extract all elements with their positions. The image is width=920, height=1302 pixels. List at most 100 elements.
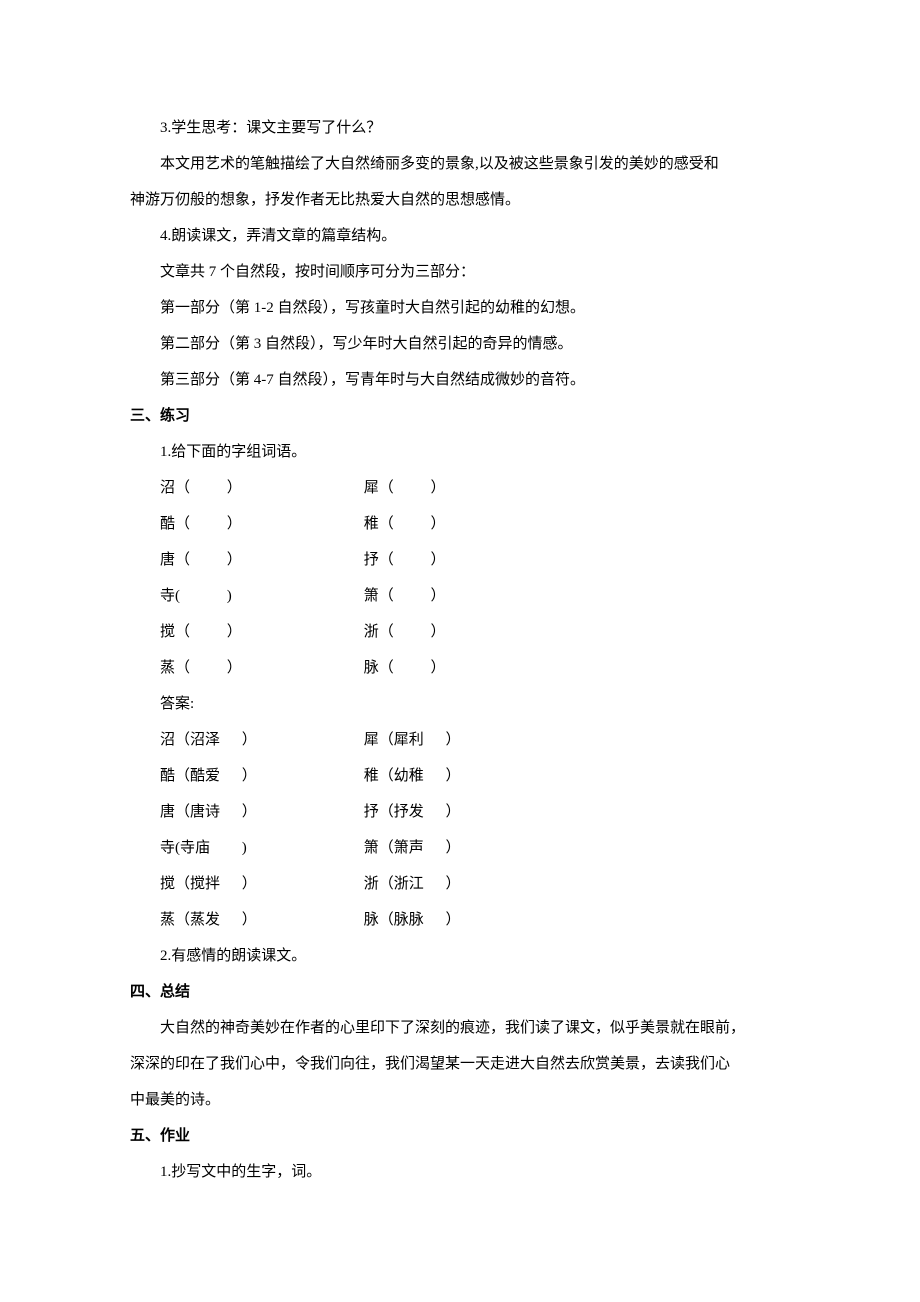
word-pair-cell: 搅（ ） bbox=[160, 614, 360, 650]
word-char: 搅（ bbox=[160, 614, 223, 650]
close-paren: ） bbox=[242, 876, 257, 892]
word-pair-cell: 犀（ ） bbox=[364, 470, 564, 506]
word-pair-cell: 沼（沼泽 ） bbox=[160, 722, 360, 758]
paragraph-line: 中最美的诗。 bbox=[130, 1082, 790, 1118]
close-paren: ) bbox=[227, 588, 232, 604]
word-answer: 唐（唐诗 bbox=[160, 794, 238, 830]
word-answer: 脉（脉脉 bbox=[364, 902, 442, 938]
close-paren: ） bbox=[431, 552, 446, 568]
word-pair-cell: 稚（ ） bbox=[364, 506, 564, 542]
close-paren: ） bbox=[431, 588, 446, 604]
paragraph-line: 第三部分（第 4-7 自然段），写青年时与大自然结成微妙的音符。 bbox=[130, 362, 790, 398]
close-paren: ） bbox=[431, 480, 446, 496]
word-pair-row: 蒸（ ） 脉（ ） bbox=[130, 650, 790, 686]
word-pair-cell: 脉（脉脉 ） bbox=[364, 902, 564, 938]
close-paren: ） bbox=[431, 516, 446, 532]
word-char: 酷（ bbox=[160, 506, 223, 542]
paragraph-line: 大自然的神奇美妙在作者的心里印下了深刻的痕迹，我们读了课文，似乎美景就在眼前， bbox=[130, 1010, 790, 1046]
word-pair-row: 酷（酷爱 ） 稚（幼稚 ） bbox=[130, 758, 790, 794]
word-pair-cell: 寺( ) bbox=[160, 578, 360, 614]
word-pair-cell: 脉（ ） bbox=[364, 650, 564, 686]
word-char: 稚（ bbox=[364, 506, 427, 542]
word-pair-cell: 犀（犀利 ） bbox=[364, 722, 564, 758]
paragraph-line: 1.抄写文中的生字，词。 bbox=[130, 1154, 790, 1190]
paragraph-line: 神游万仞般的想象，抒发作者无比热爱大自然的思想感情。 bbox=[130, 182, 790, 218]
word-pair-row: 搅（搅拌 ） 浙（浙江 ） bbox=[130, 866, 790, 902]
section-heading-exercises: 三、练习 bbox=[130, 398, 790, 434]
close-paren: ） bbox=[227, 552, 242, 568]
word-pair-row: 沼（ ） 犀（ ） bbox=[130, 470, 790, 506]
close-paren: ） bbox=[431, 660, 446, 676]
word-pair-row: 唐（ ） 抒（ ） bbox=[130, 542, 790, 578]
word-answer: 稚（幼稚 bbox=[364, 758, 442, 794]
word-pair-cell: 沼（ ） bbox=[160, 470, 360, 506]
page-body: 3.学生思考：课文主要写了什么？ 本文用艺术的笔触描绘了大自然绮丽多变的景象,以… bbox=[0, 0, 920, 1230]
word-pair-row: 寺( ) 箫（ ） bbox=[130, 578, 790, 614]
close-paren: ） bbox=[242, 804, 257, 820]
word-answer: 沼（沼泽 bbox=[160, 722, 238, 758]
word-pair-cell: 浙（浙江 ） bbox=[364, 866, 564, 902]
close-paren: ） bbox=[446, 876, 461, 892]
word-answer: 抒（抒发 bbox=[364, 794, 442, 830]
paragraph-line: 4.朗读课文，弄清文章的篇章结构。 bbox=[130, 218, 790, 254]
paragraph-line: 文章共 7 个自然段，按时间顺序可分为三部分： bbox=[130, 254, 790, 290]
close-paren: ） bbox=[446, 732, 461, 748]
word-pair-cell: 搅（搅拌 ） bbox=[160, 866, 360, 902]
close-paren: ） bbox=[227, 624, 242, 640]
word-pair-cell: 箫（箫声 ） bbox=[364, 830, 564, 866]
word-pair-cell: 蒸（ ） bbox=[160, 650, 360, 686]
word-pair-cell: 箫（ ） bbox=[364, 578, 564, 614]
word-pair-row: 寺(寺庙 ) 箫（箫声 ） bbox=[130, 830, 790, 866]
word-pair-cell: 蒸（蒸发 ） bbox=[160, 902, 360, 938]
paragraph-line: 第二部分（第 3 自然段），写少年时大自然引起的奇异的情感。 bbox=[130, 326, 790, 362]
word-char: 唐（ bbox=[160, 542, 223, 578]
word-answer: 箫（箫声 bbox=[364, 830, 442, 866]
close-paren: ） bbox=[446, 768, 461, 784]
answer-label: 答案: bbox=[130, 686, 790, 722]
paragraph-line: 本文用艺术的笔触描绘了大自然绮丽多变的景象,以及被这些景象引发的美妙的感受和 bbox=[130, 146, 790, 182]
word-char: 寺( bbox=[160, 578, 223, 614]
word-pair-cell: 寺(寺庙 ) bbox=[160, 830, 360, 866]
word-answer: 蒸（蒸发 bbox=[160, 902, 238, 938]
word-pair-cell: 浙（ ） bbox=[364, 614, 564, 650]
word-char: 脉（ bbox=[364, 650, 427, 686]
word-char: 犀（ bbox=[364, 470, 427, 506]
close-paren: ） bbox=[446, 912, 461, 928]
word-answer: 寺(寺庙 bbox=[160, 830, 238, 866]
paragraph-line: 2.有感情的朗读课文。 bbox=[130, 938, 790, 974]
word-pair-cell: 唐（唐诗 ） bbox=[160, 794, 360, 830]
close-paren: ） bbox=[242, 768, 257, 784]
word-answer: 搅（搅拌 bbox=[160, 866, 238, 902]
word-pair-row: 唐（唐诗 ） 抒（抒发 ） bbox=[130, 794, 790, 830]
word-char: 沼（ bbox=[160, 470, 223, 506]
word-pair-cell: 酷（酷爱 ） bbox=[160, 758, 360, 794]
word-pair-cell: 抒（ ） bbox=[364, 542, 564, 578]
word-pair-cell: 酷（ ） bbox=[160, 506, 360, 542]
close-paren: ） bbox=[242, 912, 257, 928]
word-pair-cell: 抒（抒发 ） bbox=[364, 794, 564, 830]
word-answer: 犀（犀利 bbox=[364, 722, 442, 758]
word-pair-row: 酷（ ） 稚（ ） bbox=[130, 506, 790, 542]
close-paren: ） bbox=[446, 840, 461, 856]
paragraph-line: 3.学生思考：课文主要写了什么？ bbox=[130, 110, 790, 146]
close-paren: ） bbox=[227, 480, 242, 496]
section-heading-summary: 四、总结 bbox=[130, 974, 790, 1010]
close-paren: ） bbox=[227, 516, 242, 532]
word-pair-row: 搅（ ） 浙（ ） bbox=[130, 614, 790, 650]
word-char: 浙（ bbox=[364, 614, 427, 650]
close-paren: ） bbox=[431, 624, 446, 640]
word-char: 箫（ bbox=[364, 578, 427, 614]
word-pair-row: 蒸（蒸发 ） 脉（脉脉 ） bbox=[130, 902, 790, 938]
word-pair-row: 沼（沼泽 ） 犀（犀利 ） bbox=[130, 722, 790, 758]
close-paren: ) bbox=[242, 840, 247, 856]
paragraph-line: 深深的印在了我们心中，令我们向往，我们渴望某一天走进大自然去欣赏美景，去读我们心 bbox=[130, 1046, 790, 1082]
word-answer: 浙（浙江 bbox=[364, 866, 442, 902]
word-pair-cell: 稚（幼稚 ） bbox=[364, 758, 564, 794]
word-pair-cell: 唐（ ） bbox=[160, 542, 360, 578]
close-paren: ） bbox=[446, 804, 461, 820]
paragraph-line: 1.给下面的字组词语。 bbox=[130, 434, 790, 470]
close-paren: ） bbox=[227, 660, 242, 676]
section-heading-homework: 五、作业 bbox=[130, 1118, 790, 1154]
word-char: 抒（ bbox=[364, 542, 427, 578]
paragraph-line: 第一部分（第 1-2 自然段），写孩童时大自然引起的幼稚的幻想。 bbox=[130, 290, 790, 326]
